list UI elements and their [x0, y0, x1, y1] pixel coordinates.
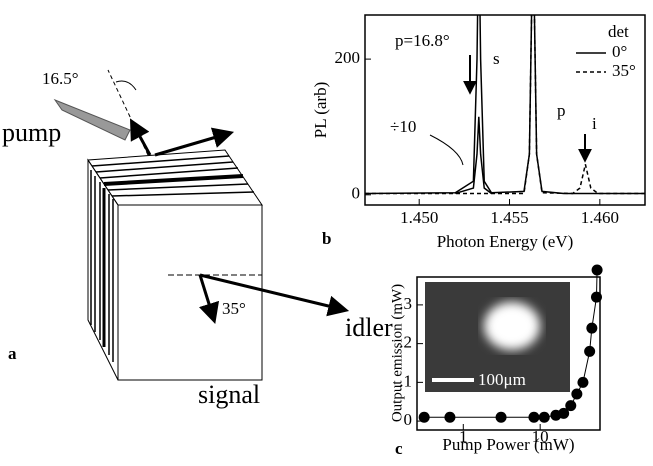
x-tick-label: 10 [532, 427, 549, 446]
signal-label: signal [198, 380, 260, 409]
idler-label: idler [345, 313, 393, 342]
legend-label: 0° [612, 42, 627, 61]
y-tick-label: .1 [399, 371, 412, 390]
axes-frame [416, 276, 601, 431]
x-axis-label: Pump Power (mW) [442, 435, 574, 454]
line-series [365, 15, 645, 195]
data-point [577, 376, 589, 388]
data-point [444, 411, 456, 423]
data-point [584, 345, 596, 357]
data-point [538, 411, 550, 423]
annotation: i [592, 114, 597, 133]
annotation: ÷10 [390, 117, 416, 136]
angle-label: 16.5° [42, 69, 79, 88]
annotation-arrow [429, 134, 464, 166]
y-tick-label: .3 [399, 294, 412, 313]
panel-label: c [395, 439, 403, 458]
y-tick-label: 200 [335, 48, 361, 67]
data-point [586, 322, 598, 334]
x-tick-label: 1.450 [400, 208, 438, 227]
line-series [455, 116, 492, 195]
emission-spot [484, 302, 540, 350]
data-point [418, 411, 430, 423]
line-series [365, 15, 645, 195]
transmitted-arrow [154, 127, 235, 157]
data-point [495, 411, 507, 423]
axes-frame [364, 14, 646, 206]
data-point [558, 407, 570, 419]
signal-arrow [198, 274, 220, 325]
front-face [117, 204, 263, 381]
legend-title: det [608, 22, 629, 41]
layer-stripes [90, 155, 255, 362]
annotation: p=16.8° [395, 31, 450, 50]
annotation: s [493, 49, 500, 68]
data-point [571, 388, 583, 400]
y-tick-label: 0 [352, 184, 361, 203]
inset-label: 100μm [478, 370, 526, 389]
data-point [591, 264, 603, 276]
plot-area [365, 15, 645, 195]
data-point [528, 411, 540, 423]
x-axis-label: Photon Energy (eV) [437, 232, 574, 251]
x-tick-label: 1 [459, 427, 468, 446]
data-point [565, 400, 577, 412]
y-axis-label: Output emission (mW) [389, 284, 405, 422]
inset-image [425, 282, 570, 392]
angle-arc [115, 80, 137, 91]
reflected-arrow [129, 118, 152, 156]
x-tick-label: 1.455 [490, 208, 528, 227]
panel-label: a [8, 344, 17, 363]
data-point [590, 291, 602, 303]
pump-beam [53, 98, 131, 141]
idler-arrow [199, 273, 350, 317]
annotation: p [557, 101, 566, 120]
panel-label: b [322, 229, 331, 248]
pump-label: pump [2, 118, 61, 147]
angle-label: 35° [222, 299, 246, 318]
crystal-diagram: 16.5° pump 35° signal idler a [2, 69, 393, 409]
y-tick-label: .2 [399, 333, 412, 352]
legend-label: 35° [612, 61, 636, 80]
x-tick-label: 1.460 [581, 208, 619, 227]
y-axis-label: PL (arb) [311, 82, 330, 139]
y-tick-label: 0 [404, 410, 413, 429]
